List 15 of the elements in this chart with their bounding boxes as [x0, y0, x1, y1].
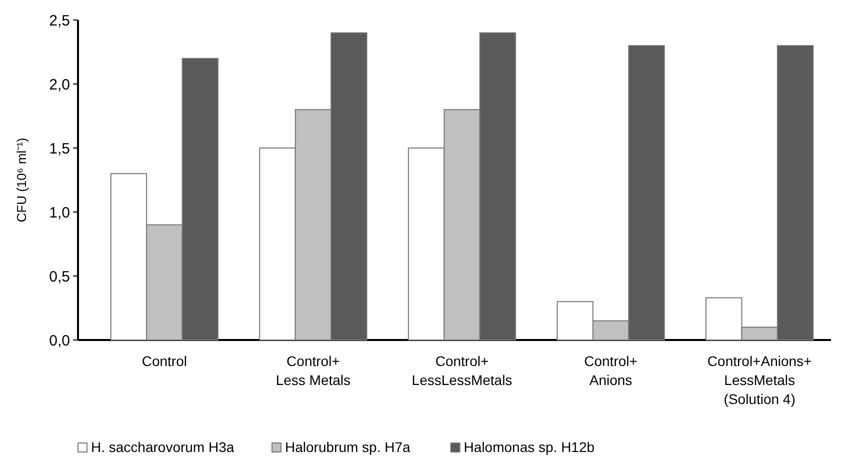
legend-label: Halorubrum sp. H7a	[285, 439, 410, 455]
y-tick-label: 1,0	[49, 204, 70, 222]
y-tick-label: 0,0	[49, 332, 70, 350]
x-tick-label: Control+Anions+ LessMetals (Solution 4)	[707, 353, 812, 407]
y-tick-label: 1,5	[49, 140, 70, 158]
y-tick-label: 0,5	[49, 268, 70, 286]
x-tick-label: Control+ LessLessMetals	[412, 353, 512, 388]
x-tick-label: Control	[142, 353, 187, 369]
y-tick-label: 2,5	[49, 12, 70, 30]
y-tick-label: 2,0	[49, 76, 70, 94]
x-tick-label: Control+ Anions	[584, 353, 638, 388]
x-tick-label: Control+ Less Metals	[276, 353, 351, 388]
legend-label: Halomonas sp. H12b	[464, 439, 595, 455]
y-axis-title: CFU (10⁶ ml⁻¹)	[14, 138, 29, 222]
legend-label: H. saccharovorum H3a	[91, 439, 234, 455]
